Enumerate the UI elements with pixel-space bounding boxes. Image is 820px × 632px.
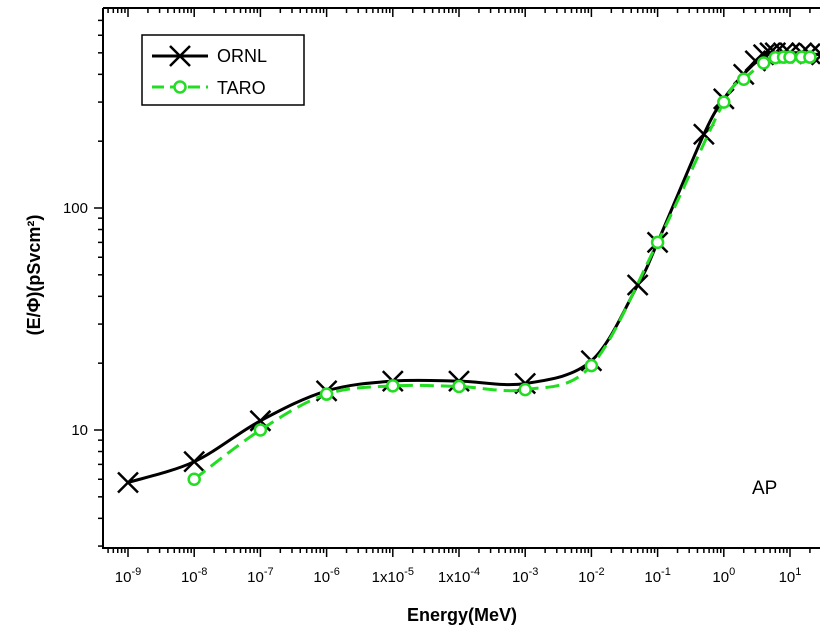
data-point-taro	[736, 72, 751, 87]
legend-item-ornl: ORNL	[152, 45, 267, 67]
data-point-taro	[518, 382, 532, 397]
data-point-taro	[717, 95, 731, 109]
x-tick-label: 10-2	[578, 566, 604, 586]
data-point-ornl	[117, 471, 139, 494]
series-line-taro	[193, 55, 810, 481]
y-axis-title: (E/Φ)(pSvcm²)	[24, 215, 44, 336]
data-point-taro	[584, 358, 599, 373]
legend-ornl-label: ORNL	[217, 46, 267, 66]
legend-item-taro: TARO	[152, 78, 266, 98]
x-tick-label: 10-6	[313, 566, 339, 586]
legend-taro-marker	[173, 80, 187, 94]
data-point-taro	[319, 387, 334, 401]
series-taro	[187, 50, 817, 487]
x-tick-label: 100	[712, 566, 735, 586]
data-point-ornl	[183, 450, 206, 473]
data-point-taro	[386, 379, 400, 393]
data-point-taro	[756, 56, 771, 70]
legend-taro-label: TARO	[217, 78, 266, 98]
x-tick-label: 10-7	[247, 566, 273, 586]
data-point-taro	[452, 379, 466, 394]
y-tick-label: 100	[63, 200, 88, 217]
legend-box	[141, 34, 305, 106]
x-tick-label: 10-8	[181, 566, 207, 586]
data-point-taro	[253, 423, 268, 437]
x-tick-label: 1x10-5	[372, 566, 414, 586]
data-point-taro	[650, 235, 665, 250]
series-line-ornl	[127, 51, 820, 484]
annotation-ap: AP	[752, 478, 777, 499]
data-point-taro	[187, 472, 201, 487]
legend-ornl-marker	[169, 45, 191, 67]
y-axis: 10 100	[63, 19, 103, 547]
x-tick-label: 10-3	[512, 566, 538, 586]
data-point-taro	[803, 50, 817, 64]
legend-ornl-x-marker	[169, 45, 191, 67]
legend-taro-o-marker	[173, 80, 187, 94]
x-axis: 10-9 10-8 10-7 10-6 1x10-5 1x10-4 10-3 10-2 10-1…	[107, 8, 811, 586]
data-point-ornl	[626, 274, 649, 296]
x-tick-label: 101	[779, 566, 802, 586]
data-point-taro	[783, 50, 797, 64]
series-layer	[117, 41, 820, 494]
series-ornl	[117, 41, 820, 494]
x-tick-label: 10-9	[115, 566, 141, 586]
x-tick-label: 1x10-4	[438, 566, 480, 586]
y-tick-label: 10	[71, 422, 88, 439]
x-tick-label: 10-1	[644, 566, 670, 586]
legend: ORNL TARO	[141, 34, 305, 106]
x-axis-title: Energy(MeV)	[407, 605, 517, 625]
